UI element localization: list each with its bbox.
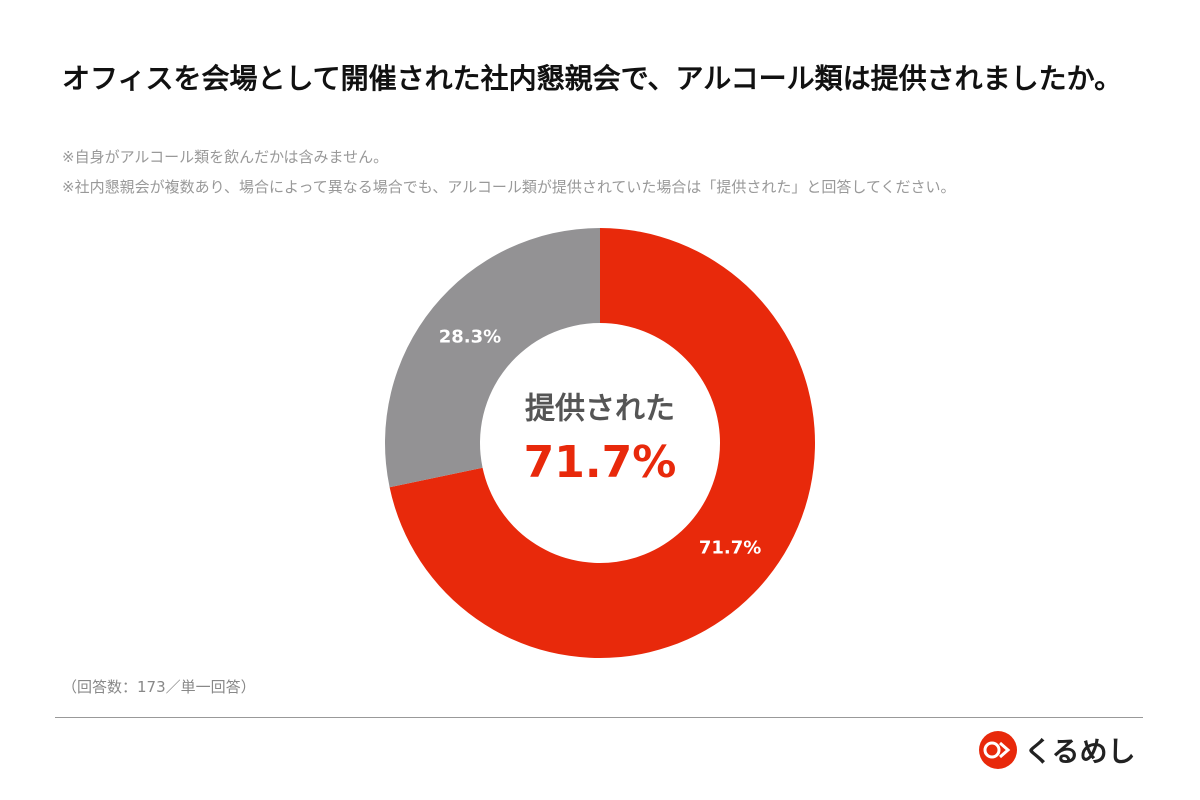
slice <box>385 228 600 488</box>
chart-title: オフィスを会場として開催された社内懇親会で、アルコール類は提供されましたか。 <box>62 62 1123 95</box>
divider <box>55 717 1143 718</box>
brand-name: くるめし <box>1024 735 1136 768</box>
center-label: 提供された <box>525 392 675 427</box>
slice <box>389 228 815 658</box>
footnote: （回答数：173／単一回答） <box>62 678 256 696</box>
value-label: 71.7% <box>699 538 761 559</box>
logo-icon <box>979 731 1017 769</box>
logo: くるめし <box>978 730 1135 770</box>
center-value: 71.7% <box>524 437 677 488</box>
value-label: 28.3% <box>439 326 501 347</box>
note: ※社内懇親会が複数あり、場合によって異なる場合でも、アルコール類が提供されていた… <box>62 178 956 196</box>
note: ※自身がアルコール類を飲んだかは含みません。 <box>62 148 389 166</box>
